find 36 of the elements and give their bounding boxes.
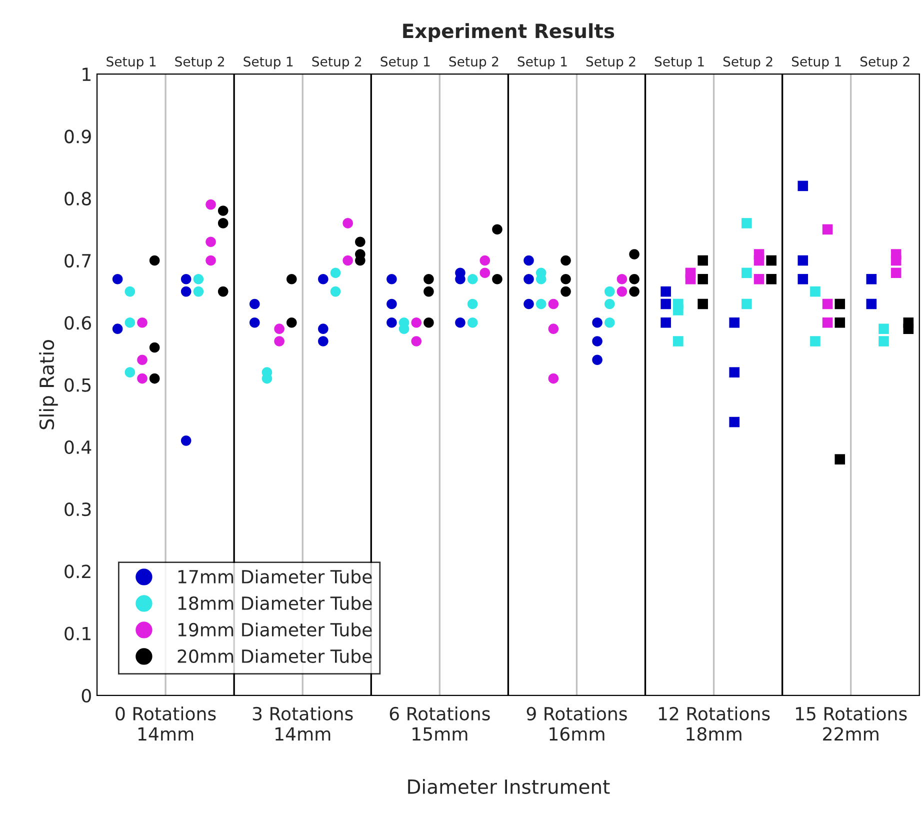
x-tick-label: 6 Rotations 15mm xyxy=(390,706,490,741)
text: Setup 1 xyxy=(792,56,841,70)
x-tick-label: 3 Rotations 14mm xyxy=(252,706,353,740)
legend-label: 18mm Diameter Tube xyxy=(178,596,372,610)
text: Setup 1 xyxy=(380,56,430,70)
y-tick-label: 0 xyxy=(82,688,91,703)
text: Setup 1 xyxy=(654,56,704,70)
x-axis-title: Diameter Instrument xyxy=(408,778,610,794)
y-axis-title: Slip Ratio xyxy=(39,340,58,430)
text: Setup 1 xyxy=(244,56,293,70)
y-tick-label: 0.5 xyxy=(64,378,91,392)
text: Setup 2 xyxy=(860,56,910,70)
text: Setup 1 xyxy=(106,56,156,70)
y-tick-label: 0.3 xyxy=(64,502,91,516)
chart-title: Experiment Results xyxy=(403,23,614,42)
text: Setup 2 xyxy=(312,56,362,70)
y-tick-label: 0.2 xyxy=(64,564,90,578)
y-tick-label: 0.6 xyxy=(64,316,92,330)
text: Setup 2 xyxy=(723,56,772,70)
text: Setup 1 xyxy=(518,56,567,70)
y-tick-label: 1 xyxy=(82,68,90,81)
x-tick-label: 15 Rotations 22mm xyxy=(796,706,907,740)
y-tick-label: 0.7 xyxy=(64,254,91,268)
legend-label: 19mm Diameter Tube xyxy=(178,622,372,637)
y-tick-label: 0.8 xyxy=(64,192,91,206)
y-tick-label: 0.1 xyxy=(64,626,90,640)
y-tick-label: 0.9 xyxy=(64,130,91,144)
y-tick-label: 0.4 xyxy=(64,440,92,454)
legend-label: 20mm Diameter Tube xyxy=(178,649,372,664)
x-tick-label: 12 Rotations 18mm xyxy=(658,706,770,741)
text: Setup 2 xyxy=(449,56,498,70)
x-tick-label: 9 Rotations 16mm xyxy=(526,706,627,741)
legend-label: 17mm Diameter Tube xyxy=(178,570,372,584)
x-tick-label: 0 Rotations 14mm xyxy=(116,706,216,740)
text: Setup 2 xyxy=(175,56,224,70)
text: Setup 2 xyxy=(586,56,636,70)
